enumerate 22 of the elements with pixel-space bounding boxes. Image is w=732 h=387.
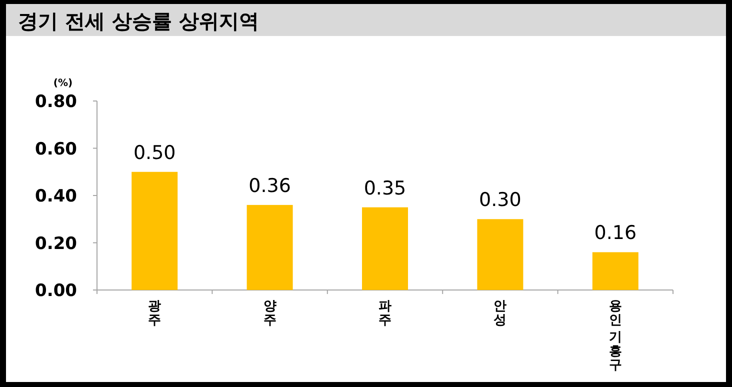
x-tick-label: 파주 [378,299,392,328]
x-tick-label: 용인 기흥구 [608,299,622,373]
data-label: 0.16 [594,222,637,244]
x-tick-label: 안성 [494,299,507,328]
y-tick-label: 0.00 [35,281,78,301]
data-label: 0.50 [133,142,176,164]
bar [477,219,524,290]
y-tick-label: 0.20 [35,234,78,254]
y-tick-label: 0.40 [35,186,78,206]
y-tick-label: 0.80 [35,92,78,112]
chart-title: 경기 전세 상승률 상위지역 [18,9,259,33]
bar [362,207,408,290]
bar [132,172,178,290]
y-axis-title: (%) [53,78,73,89]
x-tick-label: 양주 [263,299,276,328]
x-tick-label: 광주 [148,299,162,328]
bar [592,252,638,290]
data-label: 0.35 [364,177,406,200]
data-label: 0.30 [479,189,522,212]
data-label: 0.36 [248,174,291,197]
bar [246,204,293,290]
y-tick-label: 0.60 [35,139,78,160]
